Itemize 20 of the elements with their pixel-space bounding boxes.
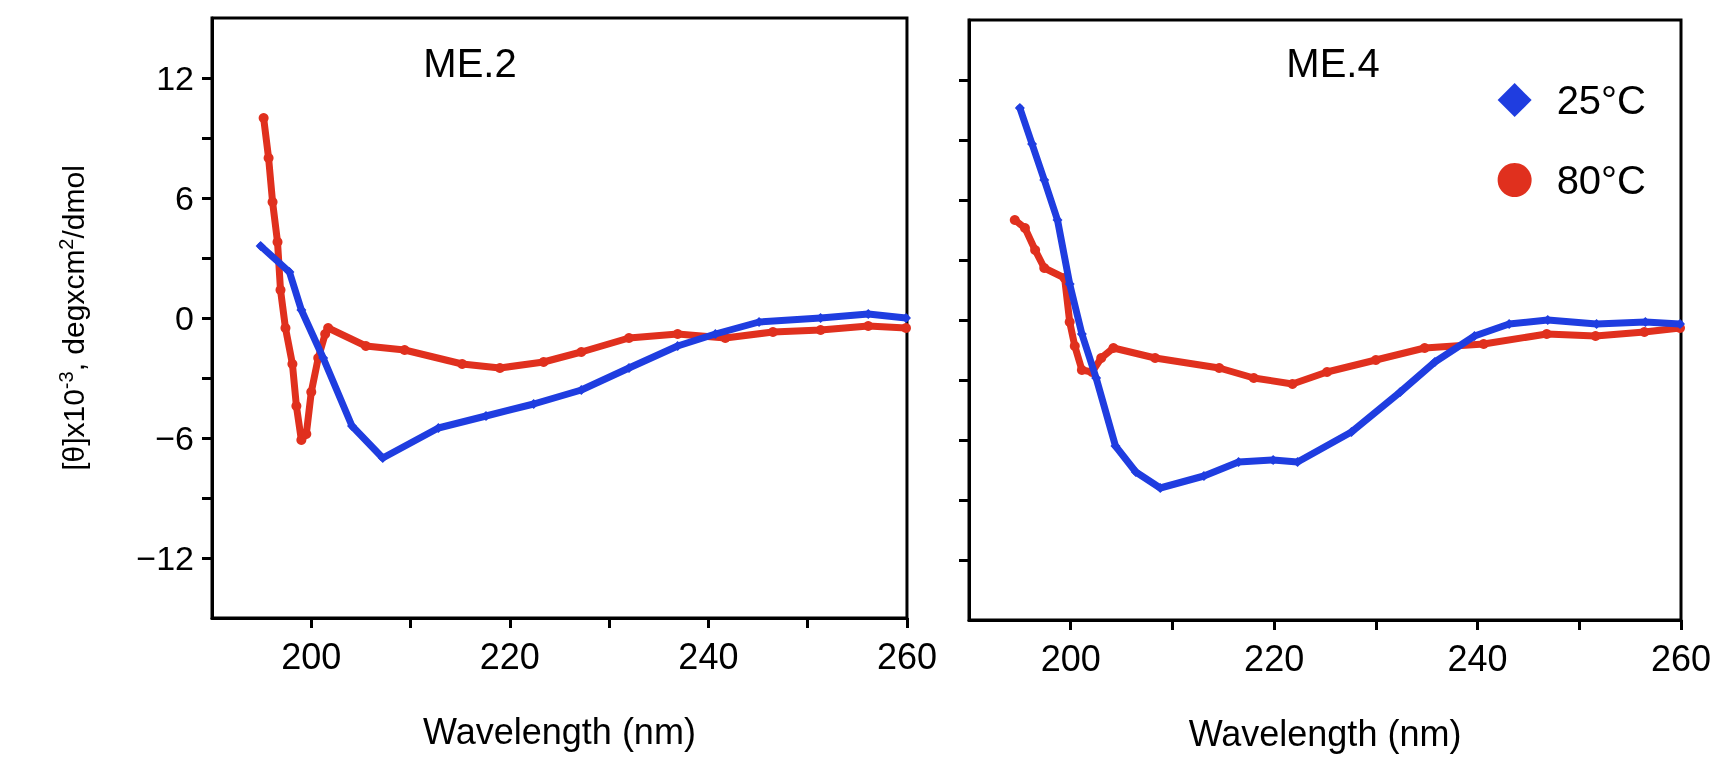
x-tick-label: 200 xyxy=(1040,637,1101,679)
x-tick-label: 240 xyxy=(678,635,739,677)
text: ME.2 xyxy=(423,41,517,85)
x-axis-title: Wavelength (nm) xyxy=(1188,712,1462,754)
y-tick-label: −6 xyxy=(155,419,194,457)
y-tick-label: 12 xyxy=(156,59,194,97)
legend-label: 25°C xyxy=(1556,78,1646,122)
x-axis-title: Wavelength (nm) xyxy=(423,710,696,752)
x-tick-label: 260 xyxy=(876,635,938,677)
x-tick-label: 220 xyxy=(479,635,540,677)
x-tick-label: 220 xyxy=(1244,637,1305,679)
y-axis-title: [θ]x10-3, degxcm2/dmol xyxy=(55,165,90,471)
x-tick-label: 200 xyxy=(281,635,342,677)
x-tick-label: 260 xyxy=(1650,637,1712,679)
y-tick-label: −12 xyxy=(136,539,194,577)
y-tick-label: 0 xyxy=(175,299,194,337)
y-tick-label: 6 xyxy=(175,179,194,217)
legend-label: 80°C xyxy=(1556,158,1646,202)
text: ME.4 xyxy=(1286,41,1380,85)
x-tick-label: 240 xyxy=(1447,637,1508,679)
